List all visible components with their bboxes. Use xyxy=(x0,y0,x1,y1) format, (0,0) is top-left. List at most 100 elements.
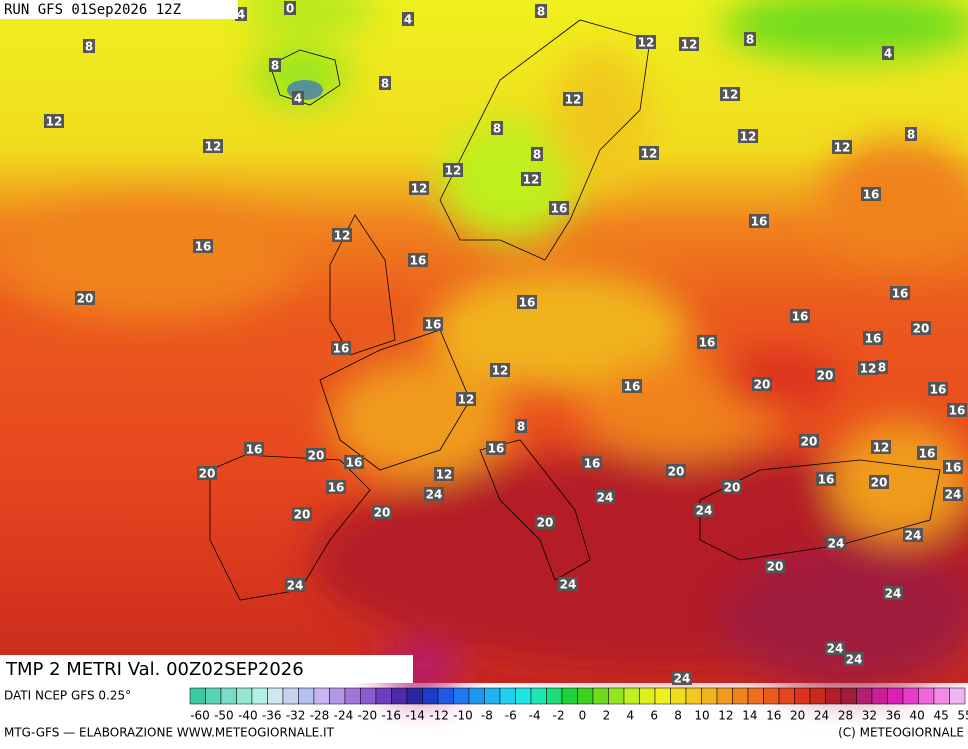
contour-label: 4 xyxy=(884,47,892,61)
contour-label-box xyxy=(443,163,463,177)
contour-label-box xyxy=(890,286,910,300)
contour-label-box xyxy=(285,578,305,592)
contour-label-box xyxy=(917,446,937,460)
contour-label: 24 xyxy=(905,529,922,543)
contour-label-box xyxy=(558,577,578,591)
contour-label-box xyxy=(790,309,810,323)
contour-label-box xyxy=(517,295,537,309)
contour-label: 8 xyxy=(493,122,501,136)
footer-right: (C) METEOGIORNALE xyxy=(838,726,964,740)
colorbar-tick-label: 32 xyxy=(862,709,877,723)
colorbar-tick-label: -36 xyxy=(262,709,282,723)
contour-label-box xyxy=(679,37,699,51)
run-box xyxy=(0,0,238,19)
contour-label-box xyxy=(765,559,785,573)
colorbar-swatch xyxy=(608,687,625,705)
colorbar-tick-label: 14 xyxy=(742,709,757,723)
contour-label-box xyxy=(424,487,444,501)
colorbar-tick-label: 36 xyxy=(886,709,901,723)
coastlines xyxy=(209,19,941,601)
contour-label: 16 xyxy=(488,442,505,456)
contour-label-box xyxy=(799,434,819,448)
contour-label: 12 xyxy=(411,182,428,196)
colorbar-swatch xyxy=(933,687,950,705)
colorbar-swatch xyxy=(437,687,454,705)
contour-label-box xyxy=(331,341,351,355)
colorbar-swatch xyxy=(949,687,966,705)
contour-label-box xyxy=(697,335,717,349)
colorbar-tick-label: 20 xyxy=(790,709,805,723)
contour-label: 12 xyxy=(492,364,509,378)
colorbar-swatch xyxy=(732,687,749,705)
contour-label-box xyxy=(269,58,281,72)
contour-label: 0 xyxy=(286,2,294,16)
contour-label-box xyxy=(863,331,883,345)
contour-label-box xyxy=(722,480,742,494)
colorbar-tick-label: 12 xyxy=(718,709,733,723)
contour-label: 24 xyxy=(885,587,902,601)
contour-label-box xyxy=(858,361,878,375)
contour-label-box xyxy=(535,515,555,529)
colorbar-tick-label: 4 xyxy=(626,709,634,723)
contour-label-box xyxy=(595,490,615,504)
contour-label: 16 xyxy=(551,202,568,216)
colorbar-swatch xyxy=(220,687,237,705)
colorbar-swatch xyxy=(639,687,656,705)
contour-label-box xyxy=(515,419,527,433)
contour-label-box xyxy=(372,505,392,519)
contour-label: 12 xyxy=(458,393,475,407)
contour-label: 16 xyxy=(792,310,809,324)
contour-label: 16 xyxy=(328,481,345,495)
contour-label: 24 xyxy=(287,579,304,593)
colorbar-tick-label: 0 xyxy=(579,709,587,723)
contour-label: 20 xyxy=(767,560,784,574)
colorbar-swatch xyxy=(747,687,764,705)
contour-label: 12 xyxy=(834,141,851,155)
contour-label-box xyxy=(636,35,656,49)
contour-label-box xyxy=(490,363,510,377)
colorbar-swatch xyxy=(251,687,268,705)
contour-label: 16 xyxy=(624,380,641,394)
colorbar-swatch xyxy=(422,687,439,705)
colorbar-tick-label: 45 xyxy=(933,709,948,723)
contour-label: 20 xyxy=(374,506,391,520)
colorbar-swatch xyxy=(344,687,361,705)
contour-label-box xyxy=(83,39,95,53)
colorbar-swatch xyxy=(592,687,609,705)
contour-label: 8 xyxy=(533,148,541,162)
contour-label-box xyxy=(871,440,891,454)
colorbar-swatch xyxy=(484,687,501,705)
contour-label: 8 xyxy=(85,40,93,54)
contour-label: 12 xyxy=(436,468,453,482)
contour-label-box xyxy=(344,455,364,469)
colorbar-swatch xyxy=(763,687,780,705)
contour-label: 8 xyxy=(271,59,279,73)
colorbar-swatch xyxy=(623,687,640,705)
colorbar-tick-label: -50 xyxy=(214,709,234,723)
colorbar-tick-label: -2 xyxy=(553,709,565,723)
contour-label: 8 xyxy=(517,420,525,434)
colorbar: -60 -50 -40 -36 -32 -28 -24 -20 -16 -14 -12 -10 -8 -6… xyxy=(189,687,968,723)
colorbar-tick-label: 55 xyxy=(957,709,968,723)
contour-label-box xyxy=(816,472,836,486)
colorbar-swatch xyxy=(391,687,408,705)
colorbar-tick-label: -4 xyxy=(529,709,541,723)
contour-label-box xyxy=(752,377,772,391)
contour-label-box xyxy=(409,181,429,195)
contour-label-box xyxy=(825,641,845,655)
contour-label-box xyxy=(905,127,917,141)
contour-label-box xyxy=(486,441,506,455)
contour-label: 12 xyxy=(205,140,222,154)
contour-label-box xyxy=(531,147,543,161)
contour-label: 20 xyxy=(724,481,741,495)
footer-left: MTG-GFS — ELABORAZIONE WWW.METEOGIORNALE… xyxy=(4,726,335,740)
contour-label-box xyxy=(423,317,443,331)
contour-label: 24 xyxy=(426,488,443,502)
contour-label: 12 xyxy=(565,93,582,107)
contour-label: 16 xyxy=(195,240,212,254)
contour-label: 12 xyxy=(46,115,63,129)
contour-label-box xyxy=(666,464,686,478)
contour-label-box xyxy=(622,379,642,393)
